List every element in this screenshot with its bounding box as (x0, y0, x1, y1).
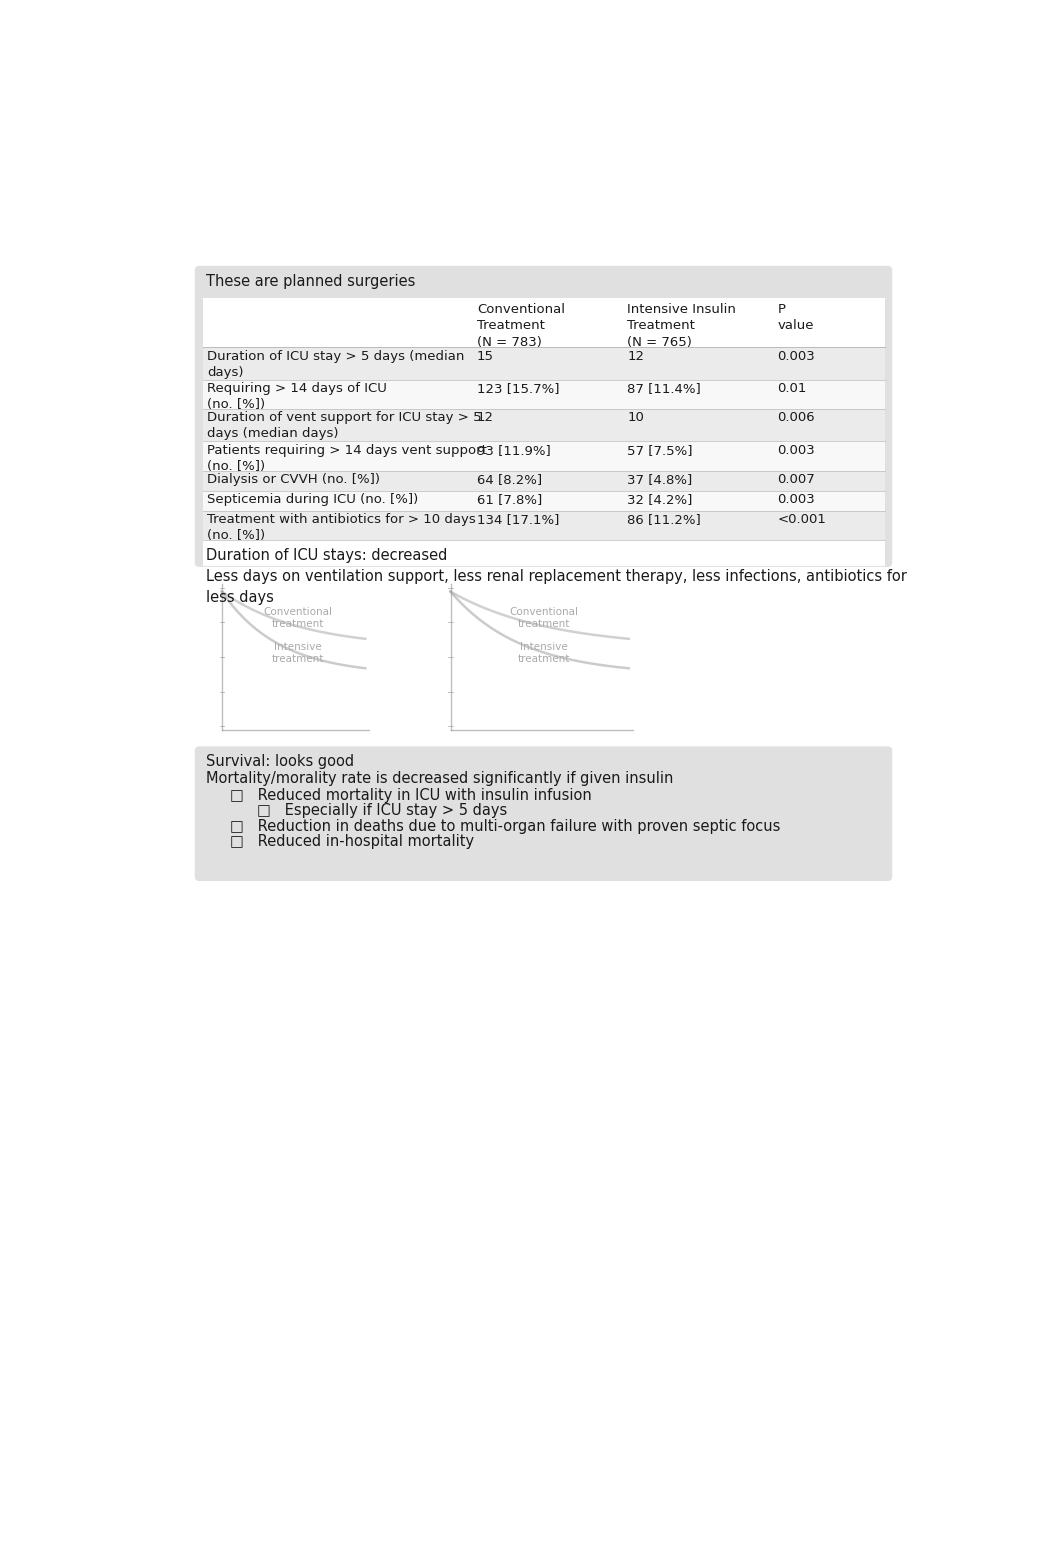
Text: 12: 12 (628, 350, 645, 362)
Bar (203, 409, 885, 442)
Text: 37 [4.8%]: 37 [4.8%] (628, 473, 692, 485)
Text: 0.01: 0.01 (777, 382, 807, 395)
Text: 64 [8.2%]: 64 [8.2%] (477, 473, 542, 485)
Text: □   Reduced mortality in ICU with insulin infusion: □ Reduced mortality in ICU with insulin … (229, 788, 592, 802)
Text: Mortality/morality rate is decreased significantly if given insulin: Mortality/morality rate is decreased sig… (206, 771, 673, 787)
Text: 10: 10 (628, 412, 644, 425)
Text: 0.007: 0.007 (777, 473, 816, 485)
Text: These are planned surgeries: These are planned surgeries (206, 273, 415, 289)
Text: <0.001: <0.001 (777, 514, 826, 526)
Text: 0.003: 0.003 (777, 493, 816, 506)
Text: Duration of ICU stays: decreased
Less days on ventilation support, less renal re: Duration of ICU stays: decreased Less da… (206, 548, 907, 604)
Text: Intensive
treatment: Intensive treatment (517, 642, 569, 663)
Text: 0.006: 0.006 (777, 412, 816, 425)
Text: Patients requiring > 14 days vent support
(no. [%]): Patients requiring > 14 days vent suppor… (207, 443, 487, 473)
Text: Intensive Insulin
Treatment
(N = 765): Intensive Insulin Treatment (N = 765) (628, 303, 736, 348)
Text: 12: 12 (477, 412, 494, 425)
Text: Conventional
treatment: Conventional treatment (509, 607, 578, 629)
Text: 93 [11.9%]: 93 [11.9%] (477, 443, 550, 457)
Bar (203, 442, 885, 471)
Text: 123 [15.7%]: 123 [15.7%] (477, 382, 560, 395)
Bar (203, 298, 885, 567)
FancyBboxPatch shape (194, 265, 892, 567)
Text: 0.003: 0.003 (777, 443, 816, 457)
Text: 134 [17.1%]: 134 [17.1%] (477, 514, 560, 526)
Text: Conventional
treatment: Conventional treatment (263, 607, 332, 629)
Text: □   Especially if ICU stay > 5 days: □ Especially if ICU stay > 5 days (257, 804, 507, 818)
Text: Survival: looks good: Survival: looks good (206, 754, 354, 770)
Text: Requiring > 14 days of ICU
(no. [%]): Requiring > 14 days of ICU (no. [%]) (207, 382, 387, 411)
Text: 57 [7.5%]: 57 [7.5%] (628, 443, 692, 457)
Text: 0.003: 0.003 (777, 350, 816, 362)
Bar (203, 510, 885, 540)
FancyBboxPatch shape (194, 746, 892, 880)
Bar (203, 379, 885, 409)
Bar (203, 348, 885, 379)
Text: Treatment with antibiotics for > 10 days
(no. [%]): Treatment with antibiotics for > 10 days… (207, 514, 476, 542)
Text: Intensive
treatment: Intensive treatment (271, 642, 324, 663)
Text: P
value: P value (777, 303, 815, 332)
Text: 15: 15 (477, 350, 494, 362)
Text: Dialysis or CVVH (no. [%]): Dialysis or CVVH (no. [%]) (207, 473, 380, 485)
Text: 87 [11.4%]: 87 [11.4%] (628, 382, 701, 395)
Text: 61 [7.8%]: 61 [7.8%] (477, 493, 542, 506)
Bar (203, 471, 885, 490)
Text: 86 [11.2%]: 86 [11.2%] (628, 514, 701, 526)
Text: Duration of vent support for ICU stay > 5
days (median days): Duration of vent support for ICU stay > … (207, 412, 482, 440)
Text: □   Reduction in deaths due to multi-organ failure with proven septic focus: □ Reduction in deaths due to multi-organ… (229, 818, 780, 834)
Text: □   Reduced in-hospital mortality: □ Reduced in-hospital mortality (229, 834, 474, 849)
Text: Conventional
Treatment
(N = 783): Conventional Treatment (N = 783) (477, 303, 565, 348)
Bar (203, 490, 885, 510)
Text: Duration of ICU stay > 5 days (median
days): Duration of ICU stay > 5 days (median da… (207, 350, 464, 379)
Text: 32 [4.2%]: 32 [4.2%] (628, 493, 692, 506)
Text: Septicemia during ICU (no. [%]): Septicemia during ICU (no. [%]) (207, 493, 418, 506)
